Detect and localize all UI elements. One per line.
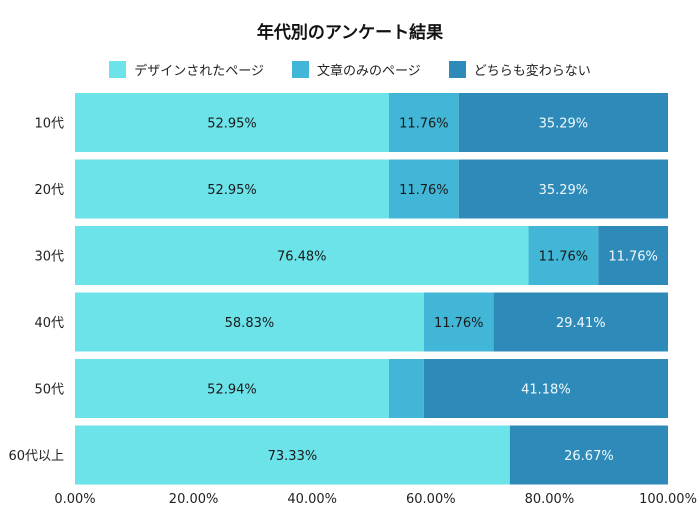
bar-segment: [509, 425, 668, 485]
bar-segment: [493, 292, 668, 352]
category-label: 20代: [34, 183, 64, 198]
bar-segment: [75, 159, 389, 219]
bar-segment: [458, 159, 668, 219]
bar-segment: [75, 359, 389, 418]
legend-label: どちらも変わらない: [473, 64, 591, 79]
bar-segment: [423, 359, 668, 418]
category-label: 50代: [34, 383, 64, 398]
x-tick-label: 40.00%: [287, 492, 337, 507]
bar-segment: [528, 226, 599, 285]
chart-title: 年代別のアンケート結果: [256, 23, 444, 43]
x-tick-label: 20.00%: [169, 492, 219, 507]
legend-item: デザインされたページ: [109, 60, 264, 79]
bar-segment: [388, 159, 459, 219]
data-label: 11.76%: [539, 250, 589, 265]
data-label: 35.29%: [539, 183, 589, 198]
data-label: 76.48%: [277, 250, 327, 265]
legend: デザインされたページ 文章のみのページ どちらも変わらない: [0, 60, 700, 79]
legend-swatch: [109, 61, 127, 78]
legend-label: デザインされたページ: [134, 64, 264, 79]
x-tick-label: 100.00%: [639, 492, 697, 507]
x-tick-label: 60.00%: [406, 492, 456, 507]
bar-segment: [458, 93, 668, 152]
bar-segment: [423, 292, 494, 352]
bar-segment: [75, 425, 510, 485]
data-label: 11.76%: [399, 183, 449, 198]
data-label: 52.95%: [207, 183, 257, 198]
data-label: 73.33%: [268, 449, 318, 464]
bar-segment: [598, 226, 668, 285]
bar-segment: [388, 93, 459, 152]
data-label: 26.67%: [564, 449, 614, 464]
bar-segment: [75, 93, 389, 152]
category-label: 60代以上: [8, 449, 64, 464]
data-label: 35.29%: [539, 117, 589, 132]
data-label: 29.41%: [556, 316, 606, 331]
category-label: 40代: [34, 316, 64, 331]
category-label: 30代: [34, 250, 64, 265]
data-label: 52.94%: [207, 383, 257, 398]
data-label: 52.95%: [207, 117, 257, 132]
x-tick-label: 80.00%: [525, 492, 575, 507]
legend-label: 文章のみのページ: [316, 64, 421, 79]
legend-item: 文章のみのページ: [291, 60, 421, 79]
legend-swatch: [291, 61, 309, 78]
bar-segment: [75, 226, 529, 285]
x-tick-label: 0.00%: [54, 492, 95, 507]
bar-segment: [388, 359, 424, 418]
data-label: 11.76%: [608, 250, 658, 265]
data-label: 11.76%: [434, 316, 484, 331]
bar-segment: [75, 292, 424, 352]
data-label: 58.83%: [225, 316, 275, 331]
legend-item: どちらも変わらない: [448, 60, 591, 79]
legend-swatch: [448, 61, 466, 78]
data-label: 41.18%: [521, 383, 571, 398]
category-label: 10代: [34, 117, 64, 132]
data-label: 11.76%: [399, 117, 449, 132]
